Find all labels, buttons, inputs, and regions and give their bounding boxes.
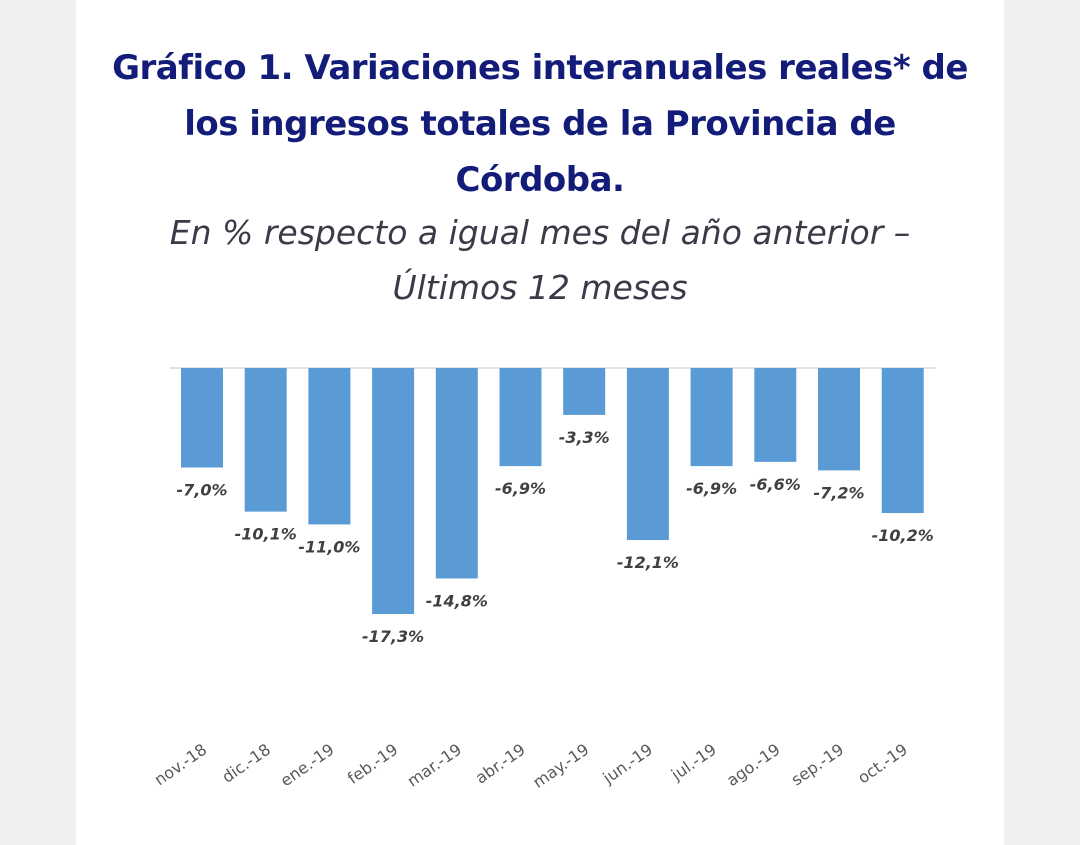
- bar-sep.-19: [818, 368, 860, 471]
- chart-title-line-1: Gráfico 1. Variaciones interanuales real…: [112, 48, 968, 88]
- data-label: -6,9%: [495, 479, 546, 498]
- bar-jun.-19: [626, 368, 669, 541]
- x-tick-label: abr.-19: [472, 740, 529, 788]
- bar-ago.-19: [754, 368, 797, 462]
- x-tick-label: may.-19: [529, 740, 592, 792]
- x-tick-label: jun.-19: [599, 740, 657, 788]
- bar-feb.-19: [372, 368, 415, 615]
- x-tick-label: feb.-19: [344, 740, 401, 788]
- bar-may.-19: [563, 368, 606, 415]
- x-tick-label: sep.-19: [788, 740, 848, 790]
- chart-subtitle-line-2: Últimos 12 meses: [392, 268, 688, 307]
- x-tick-label: mar.-19: [404, 740, 465, 791]
- chart-subtitle-line-1: En % respecto a igual mes del año anteri…: [169, 213, 911, 252]
- data-label: -11,0%: [298, 537, 360, 556]
- x-tick-label: ene.-19: [277, 740, 338, 791]
- data-label: -7,2%: [813, 483, 864, 502]
- bar-ene.-19: [308, 368, 351, 525]
- chart-title-line-3: Córdoba.: [455, 160, 625, 200]
- x-tick-label: oct.-19: [854, 740, 911, 788]
- chart-title: Gráfico 1. Variaciones interanuales real…: [76, 40, 1004, 208]
- data-label: -7,0%: [176, 481, 227, 500]
- bar-nov.-18: [181, 368, 223, 468]
- data-label: -6,6%: [750, 475, 801, 494]
- bar-abr.-19: [499, 368, 542, 467]
- data-label: -10,1%: [235, 525, 297, 544]
- bar-oct.-19: [881, 368, 924, 514]
- data-label: -6,9%: [686, 479, 737, 498]
- x-tick-label: dic.-18: [218, 740, 274, 787]
- data-label: -17,3%: [362, 627, 424, 646]
- bar-jul.-19: [690, 368, 733, 467]
- data-label: -12,1%: [617, 553, 679, 572]
- x-tick-label: jul.-19: [667, 740, 720, 785]
- data-label: -14,8%: [426, 591, 488, 610]
- chart-subtitle: En % respecto a igual mes del año anteri…: [76, 205, 1004, 315]
- x-tick-label: ago.-19: [723, 740, 784, 790]
- bar-dic.-18: [244, 368, 287, 512]
- x-tick-label: nov.-18: [151, 740, 211, 790]
- bar-mar.-19: [435, 368, 478, 579]
- chart-title-line-2: los ingresos totales de la Provincia de: [184, 104, 896, 144]
- data-label: -10,2%: [872, 526, 934, 545]
- data-label: -3,3%: [559, 428, 610, 447]
